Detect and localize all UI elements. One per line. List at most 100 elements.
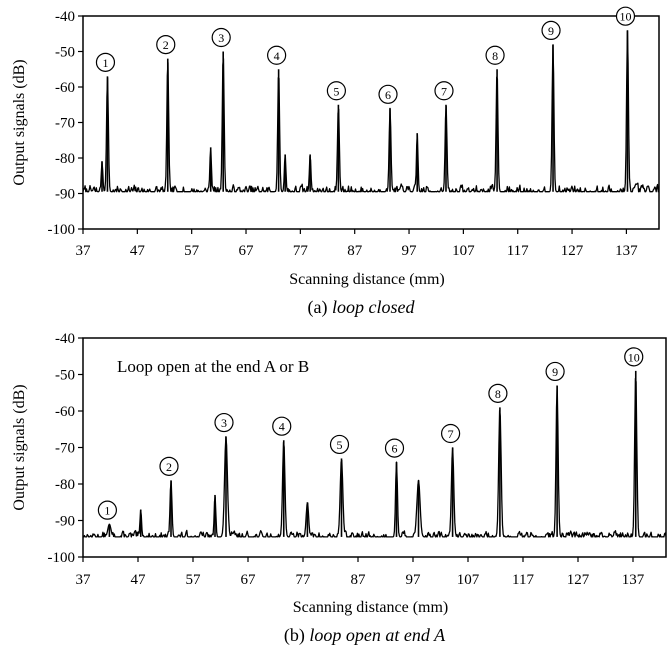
peak-marker: 4 — [267, 45, 287, 65]
peak-marker-label: 9 — [548, 24, 554, 38]
peak-marker-circle — [488, 383, 508, 403]
y-tick-label: -40 — [55, 9, 75, 25]
x-tick-label: 127 — [567, 572, 590, 588]
x-tick-label: 67 — [241, 572, 257, 588]
y-tick-label: -60 — [55, 404, 75, 420]
peak-marker-circle — [545, 361, 565, 382]
y-tick-label: -70 — [55, 116, 75, 132]
peak-marker: 4 — [272, 416, 292, 436]
y-axis-title: Output signals (dB) — [11, 59, 28, 185]
x-tick-label: 107 — [452, 243, 475, 259]
y-tick-label: -80 — [55, 151, 75, 167]
peak-marker-label: 3 — [218, 31, 224, 45]
caption-prefix: (b) — [284, 625, 305, 646]
x-tick-label: 47 — [131, 572, 147, 588]
peak-marker: 9 — [545, 361, 565, 382]
peak-marker: 9 — [541, 20, 561, 40]
x-tick-label: 67 — [239, 243, 255, 259]
peak-marker: 5 — [329, 434, 350, 455]
peak-marker: 8 — [485, 45, 505, 65]
peak-marker-circle — [378, 84, 398, 104]
signal-trace — [83, 377, 667, 538]
peak-marker-label: 2 — [166, 460, 172, 474]
x-tick-label: 57 — [184, 243, 200, 259]
peak-marker-circle — [485, 45, 505, 65]
peak-marker-circle — [156, 34, 176, 55]
y-tick-label: -90 — [55, 187, 75, 203]
peak-marker-label: 4 — [274, 49, 280, 63]
y-axis-title: Output signals (dB) — [11, 384, 28, 510]
x-tick-label: 37 — [76, 572, 92, 588]
peak-marker-circle — [272, 416, 292, 436]
peak-marker-label: 10 — [628, 350, 640, 364]
peak-marker-circle — [267, 45, 287, 65]
x-tick-label: 37 — [76, 243, 92, 259]
y-tick-label: -100 — [48, 222, 76, 238]
caption-italic: loop closed — [332, 297, 415, 317]
x-tick-label: 87 — [351, 572, 367, 588]
peak-marker: 2 — [156, 34, 176, 55]
x-tick-label: 97 — [402, 243, 418, 259]
peak-marker-label: 4 — [279, 420, 285, 434]
peak-marker: 7 — [434, 81, 454, 101]
peak-marker-circle — [615, 6, 636, 26]
y-tick-label: -70 — [55, 441, 75, 457]
peak-marker: 1 — [97, 500, 118, 520]
peak-marker: 3 — [214, 412, 234, 433]
peak-marker: 5 — [326, 81, 346, 101]
x-tick-label: 57 — [186, 572, 202, 588]
peak-marker-label: 2 — [163, 38, 169, 52]
y-tick-label: -50 — [55, 368, 75, 384]
x-tick-label: 77 — [296, 572, 312, 588]
peak-marker-circle — [441, 423, 461, 444]
peak-marker-label: 3 — [221, 416, 227, 430]
peak-marker-label: 7 — [448, 427, 454, 441]
peak-marker-circle — [211, 27, 231, 48]
chart-caption: (a) loop closed — [308, 297, 416, 318]
peak-marker: 1 — [95, 52, 116, 72]
peak-marker-label: 6 — [385, 88, 391, 102]
peak-marker-label: 8 — [492, 49, 498, 63]
peak-marker-label: 10 — [619, 10, 631, 24]
peak-marker: 3 — [211, 27, 231, 48]
y-tick-label: -50 — [55, 45, 75, 61]
caption-italic: loop open at end A — [309, 625, 446, 645]
y-tick-label: -90 — [55, 514, 75, 530]
x-tick-label: 137 — [615, 243, 638, 259]
peak-marker: 6 — [378, 84, 398, 104]
y-tick-label: -40 — [55, 331, 75, 347]
peak-marker-circle — [329, 434, 350, 455]
peak-marker-circle — [159, 456, 179, 476]
peak-marker-circle — [541, 20, 561, 40]
peak-marker-label: 7 — [441, 84, 447, 98]
peak-marker: 2 — [159, 456, 179, 476]
peak-marker-label: 1 — [104, 504, 110, 518]
x-tick-label: 77 — [293, 243, 309, 259]
peak-marker-circle — [97, 500, 118, 520]
peak-marker-label: 5 — [337, 438, 343, 452]
peak-marker: 10 — [624, 347, 644, 367]
peak-marker-circle — [624, 347, 644, 367]
peak-marker-label: 5 — [333, 84, 339, 98]
caption-prefix: (a) — [308, 297, 328, 318]
x-tick-label: 117 — [512, 572, 534, 588]
y-tick-label: -80 — [55, 477, 75, 493]
peak-marker-label: 9 — [552, 365, 558, 379]
signal-trace — [82, 30, 660, 193]
x-tick-label: 117 — [507, 243, 529, 259]
y-tick-label: -60 — [55, 80, 75, 96]
peak-marker: 10 — [615, 6, 636, 26]
peak-marker-label: 1 — [102, 56, 108, 70]
x-tick-label: 137 — [622, 572, 645, 588]
peak-marker: 8 — [488, 383, 508, 403]
y-tick-label: -100 — [48, 550, 76, 566]
peak-marker: 7 — [441, 423, 461, 444]
peak-marker-label: 6 — [392, 442, 398, 456]
x-tick-label: 47 — [130, 243, 146, 259]
peak-marker-circle — [434, 81, 454, 101]
x-axis-title: Scanning distance (mm) — [289, 271, 445, 288]
x-tick-label: 87 — [347, 243, 363, 259]
